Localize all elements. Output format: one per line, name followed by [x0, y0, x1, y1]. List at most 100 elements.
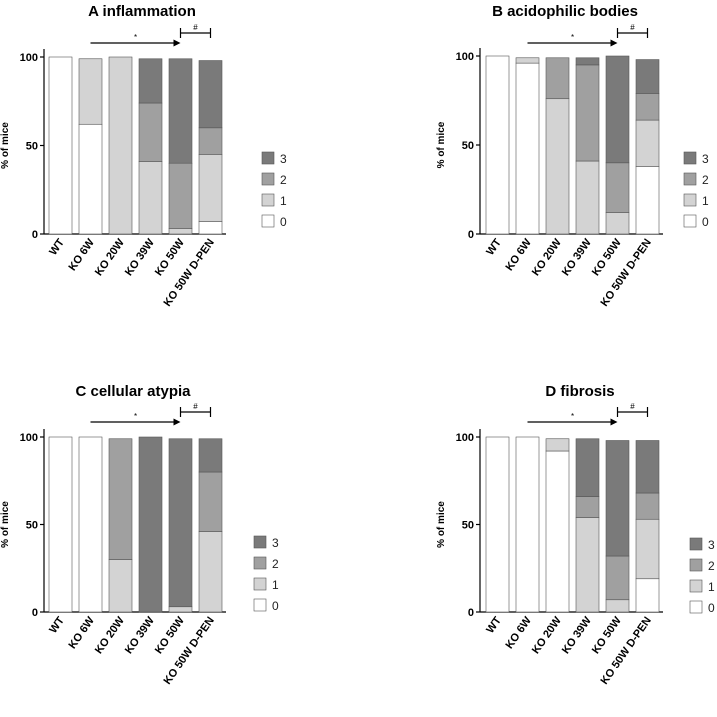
bar-segment-0 — [515, 436, 540, 613]
legend-label: 0 — [708, 601, 715, 615]
panel-title-text: fibrosis — [556, 383, 614, 400]
bar-segment-1 — [545, 98, 570, 235]
legend-label: 0 — [280, 215, 287, 229]
y-tick-label: 50 — [462, 520, 474, 532]
bar-segment-2 — [575, 64, 600, 162]
y-tick-label: 0 — [468, 229, 474, 241]
y-tick-label: 0 — [32, 607, 38, 619]
y-axis-label: % of mice — [0, 501, 11, 548]
significance-arrow-head — [610, 39, 618, 47]
bar-segment-0 — [545, 450, 570, 613]
bar-segment-1 — [575, 160, 600, 235]
significance-arrow-label: * — [134, 33, 137, 42]
bar-segment-2 — [605, 555, 630, 601]
legend-swatch-3 — [683, 151, 697, 165]
bar-segment-1 — [78, 58, 103, 125]
bar-segment-3 — [605, 440, 630, 557]
x-category-label: WT — [484, 615, 504, 636]
significance-arrow-head — [610, 418, 618, 426]
legend-swatch-1 — [261, 193, 275, 207]
y-tick-label: 100 — [20, 432, 38, 444]
bar-segment-1 — [108, 559, 133, 613]
y-tick-label: 0 — [32, 229, 38, 241]
x-category-label: KO 6W — [66, 614, 97, 651]
legend-swatch-2 — [683, 172, 697, 186]
panel-title-text: inflammation — [98, 3, 196, 20]
bar-segment-3 — [198, 438, 223, 473]
bar-segment-0 — [635, 166, 660, 235]
y-tick-label: 100 — [456, 51, 474, 63]
legend-swatch-3 — [261, 151, 275, 165]
legend-swatch-1 — [683, 193, 697, 207]
bar-segment-2 — [605, 162, 630, 213]
y-tick-label: 0 — [468, 607, 474, 619]
panel-title-text: cellular atypia — [86, 383, 191, 400]
legend-label: 1 — [272, 578, 279, 592]
bar-segment-0 — [635, 578, 660, 613]
bar-segment-1 — [605, 212, 630, 235]
legend-label: 3 — [280, 152, 287, 166]
legend-label: 3 — [272, 536, 279, 550]
y-tick-label: 100 — [20, 52, 38, 64]
bar-segment-0 — [78, 123, 103, 235]
bar-segment-0 — [485, 55, 510, 235]
bar-segment-1 — [198, 531, 223, 613]
panel-letter: B — [492, 3, 503, 20]
legend-label: 1 — [280, 194, 287, 208]
bar-segment-3 — [138, 58, 163, 104]
panel-letter: D — [545, 383, 556, 400]
bar-segment-0 — [48, 56, 73, 235]
significance-arrow-label: * — [571, 33, 574, 42]
legend-label: 3 — [708, 538, 715, 552]
bar-segment-0 — [198, 221, 223, 235]
legend-label: 0 — [272, 599, 279, 613]
y-tick-label: 50 — [26, 141, 38, 153]
bar-segment-1 — [515, 57, 540, 64]
legend-swatch-1 — [253, 577, 267, 591]
bar-segment-2 — [635, 93, 660, 121]
x-category-label: WT — [484, 237, 504, 258]
legend-swatch-0 — [689, 600, 703, 614]
x-category-label: WT — [47, 615, 67, 636]
legend-label: 2 — [708, 559, 715, 573]
bar-segment-2 — [575, 496, 600, 518]
bar-segment-3 — [168, 58, 193, 164]
bar-segment-2 — [138, 102, 163, 162]
bar-segment-1 — [575, 517, 600, 613]
legend-label: 2 — [702, 173, 709, 187]
legend-swatch-2 — [689, 558, 703, 572]
bar-segment-3 — [605, 55, 630, 164]
bar-segment-0 — [485, 436, 510, 613]
bar-segment-3 — [635, 59, 660, 94]
y-axis-label: % of mice — [0, 122, 11, 169]
panel-b: B acidophilic bodies % of mice 0 50 100 WT KO … — [436, 3, 709, 309]
legend-label: 1 — [702, 194, 709, 208]
legend-swatch-3 — [253, 535, 267, 549]
x-category-label: KO 6W — [503, 236, 534, 273]
panel-title: B acidophilic bodies — [492, 3, 638, 20]
y-axis-label: % of mice — [436, 501, 447, 548]
panel-title-text: acidophilic bodies — [503, 3, 638, 20]
bar-segment-0 — [78, 436, 103, 613]
significance-bracket-label: # — [193, 402, 198, 411]
legend-label: 1 — [708, 580, 715, 594]
panel-letter: C — [75, 383, 86, 400]
y-tick-label: 50 — [26, 520, 38, 532]
bar-segment-2 — [198, 127, 223, 155]
bar-segment-1 — [605, 599, 630, 613]
bar-segment-3 — [138, 436, 163, 613]
significance-arrow-head — [173, 418, 181, 426]
y-tick-label: 100 — [456, 432, 474, 444]
legend-swatch-2 — [253, 556, 267, 570]
bar-segment-2 — [635, 492, 660, 520]
significance-arrow-head — [173, 39, 181, 47]
significance-bracket-label: # — [630, 402, 635, 411]
x-category-label: KO 6W — [66, 236, 97, 273]
bar-segment-3 — [635, 440, 660, 494]
bar-segment-1 — [138, 161, 163, 235]
legend-swatch-0 — [261, 214, 275, 228]
significance-bracket-label: # — [630, 23, 635, 32]
